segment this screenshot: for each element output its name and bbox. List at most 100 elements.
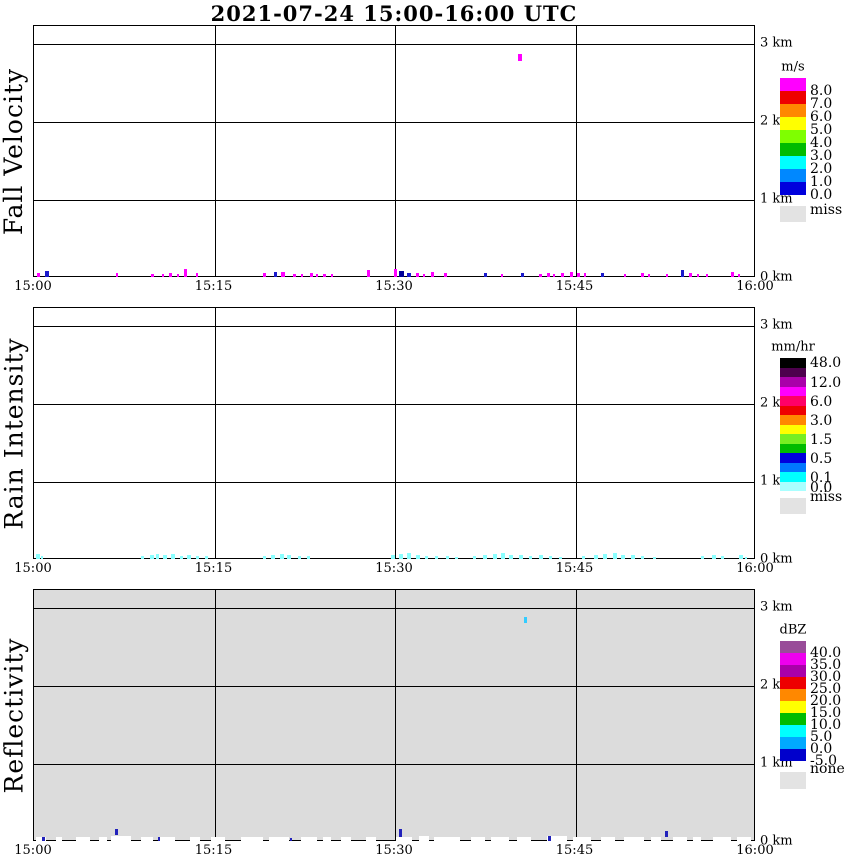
data-mark [539,274,543,277]
x-tick-label: 15:30 [375,279,413,294]
x-tick-label: 15:45 [555,561,594,576]
y-tick-label: 3 km [760,35,793,51]
colorbar-block [780,434,806,444]
colorbar-value-label: 30.0 [810,669,842,685]
colorbar-missing-block [780,498,806,514]
colorbar-block [780,130,806,143]
data-mark [547,836,551,841]
data-mark [297,556,301,559]
data-mark [612,553,617,559]
y-tick-label: 3 km [760,317,793,333]
data-mark [693,837,702,841]
colorbar-missing-label: miss [810,202,843,218]
colorbar-value-label: 3.0 [810,148,833,164]
data-mark [141,837,154,841]
data-mark [600,273,604,277]
data-mark [398,829,402,838]
gridline-1545 [575,590,577,840]
colorbar-block [780,443,806,453]
data-mark [455,557,459,559]
data-mark [415,555,420,559]
reflectivity-panel [33,589,755,841]
colorbar-value-label: -5.0 [810,753,837,769]
data-mark [322,274,326,277]
data-mark [711,555,716,559]
x-tick-label: 16:00 [736,279,774,294]
data-mark [593,555,598,559]
rain-intensity-panel [33,307,755,559]
data-mark [149,555,154,559]
data-mark [262,556,266,559]
gridline-3km [34,608,754,609]
data-mark [111,836,131,841]
data-mark [396,837,413,841]
data-mark [41,556,44,559]
data-mark [366,837,377,841]
data-mark [322,837,331,841]
data-mark [159,837,176,841]
data-mark [569,272,573,277]
data-mark [721,556,725,559]
colorbar-block [780,182,806,195]
y-tick-label: 0 km [760,269,793,285]
data-mark [407,273,411,277]
data-mark [190,837,201,841]
fall-velocity-axis-title: Fall Velocity [0,67,29,235]
rain-intensity-marks-layer [34,308,754,559]
data-mark [398,554,403,559]
data-mark [581,556,585,559]
colorbar-value-label: 12.0 [810,375,842,391]
x-tick-label: 15:15 [194,561,233,576]
reflectivity-marks-layer [34,590,754,841]
colorbar-block [780,641,806,653]
data-mark [730,272,734,277]
data-mark [114,828,118,835]
page-title: 2021-07-24 15:00-16:00 UTC [210,1,578,26]
data-mark [36,837,47,841]
gridline-1515 [214,308,216,558]
colorbar-block [780,749,806,761]
colorbar-missing-block [780,772,806,789]
data-mark [279,554,284,559]
colorbar-block [780,78,806,91]
data-mark [115,273,118,277]
data-mark [36,554,41,559]
x-tick-label: 15:45 [555,843,594,858]
data-mark [155,554,159,559]
colorbar-units-label: dBZ [779,622,807,638]
data-mark [445,556,449,559]
x-tick-label: 15:00 [14,561,52,576]
data-mark [528,556,532,559]
colorbar-block [780,377,806,387]
data-mark [196,556,200,559]
gridline-3km [34,44,754,45]
data-mark [309,273,313,277]
colorbar-units-label: m/s [781,59,805,75]
data-mark [673,837,687,841]
colorbar-value-label: 0.5 [810,451,833,467]
data-mark [470,837,485,841]
colorbar-block [780,367,806,377]
data-mark [301,274,304,277]
y-tick-label: 0 km [760,833,793,849]
colorbar-block [780,689,806,701]
data-mark [157,837,160,841]
x-tick-label: 15:30 [375,561,413,576]
x-tick-label: 15:15 [194,279,233,294]
data-mark [434,556,438,559]
colorbar-block [780,653,806,665]
data-mark [150,274,154,277]
colorbar-value-label: 0.0 [810,741,833,757]
data-mark [500,553,505,559]
colorbar-block [780,665,806,677]
data-mark [521,273,525,277]
colorbar-missing-label: miss [810,489,843,505]
fall-velocity-panel [33,25,755,277]
data-mark [697,274,699,277]
fall-velocity-marks-layer [34,26,754,277]
data-mark [433,837,460,841]
data-mark [539,555,544,559]
gridline-1530 [395,308,396,558]
x-tick-label: 15:30 [375,843,413,858]
data-mark [552,274,555,277]
